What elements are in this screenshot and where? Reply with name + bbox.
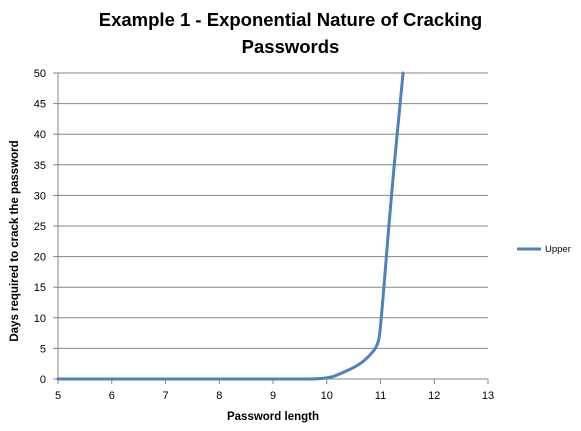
chart-title-line-2: Passwords: [241, 36, 340, 57]
x-tick-label: 5: [55, 390, 61, 402]
y-tick-label: 15: [34, 282, 46, 294]
series-line-upper: [56, 71, 405, 381]
legend-label: Upper: [545, 244, 571, 255]
y-tick-label: 25: [34, 221, 46, 233]
y-tick-label: 20: [34, 252, 46, 264]
y-tick-label: 5: [40, 343, 46, 355]
grid-lines: [58, 72, 488, 349]
y-tick-label: 35: [34, 160, 46, 172]
chart-title-line-1: Example 1 - Exponential Nature of Cracki…: [98, 9, 483, 30]
y-tick-label: 40: [34, 129, 46, 141]
x-tick-label: 7: [162, 390, 168, 402]
x-tick-label: 6: [109, 390, 115, 402]
x-tick-label: 8: [216, 390, 222, 402]
y-axis-title: Days required to crack the password: [9, 140, 21, 341]
y-tick-label: 30: [34, 190, 46, 202]
y-tick-label: 45: [34, 99, 46, 111]
y-tick-label: 50: [34, 68, 46, 80]
y-tick-label: 0: [40, 374, 46, 386]
x-tick-label: 11: [375, 390, 386, 402]
series-lines: [56, 71, 405, 381]
x-axis-title: Password length: [227, 411, 319, 423]
y-tick-label: 10: [34, 313, 46, 325]
axes: [53, 72, 489, 384]
legend: Upper: [517, 244, 571, 255]
x-tick-label: 10: [321, 390, 333, 402]
chart-title: Example 1 - Exponential Nature of Cracki…: [0, 6, 581, 60]
x-tick-label: 12: [428, 390, 440, 402]
x-tick-label: 13: [482, 390, 494, 402]
x-tick-label: 9: [270, 390, 276, 402]
